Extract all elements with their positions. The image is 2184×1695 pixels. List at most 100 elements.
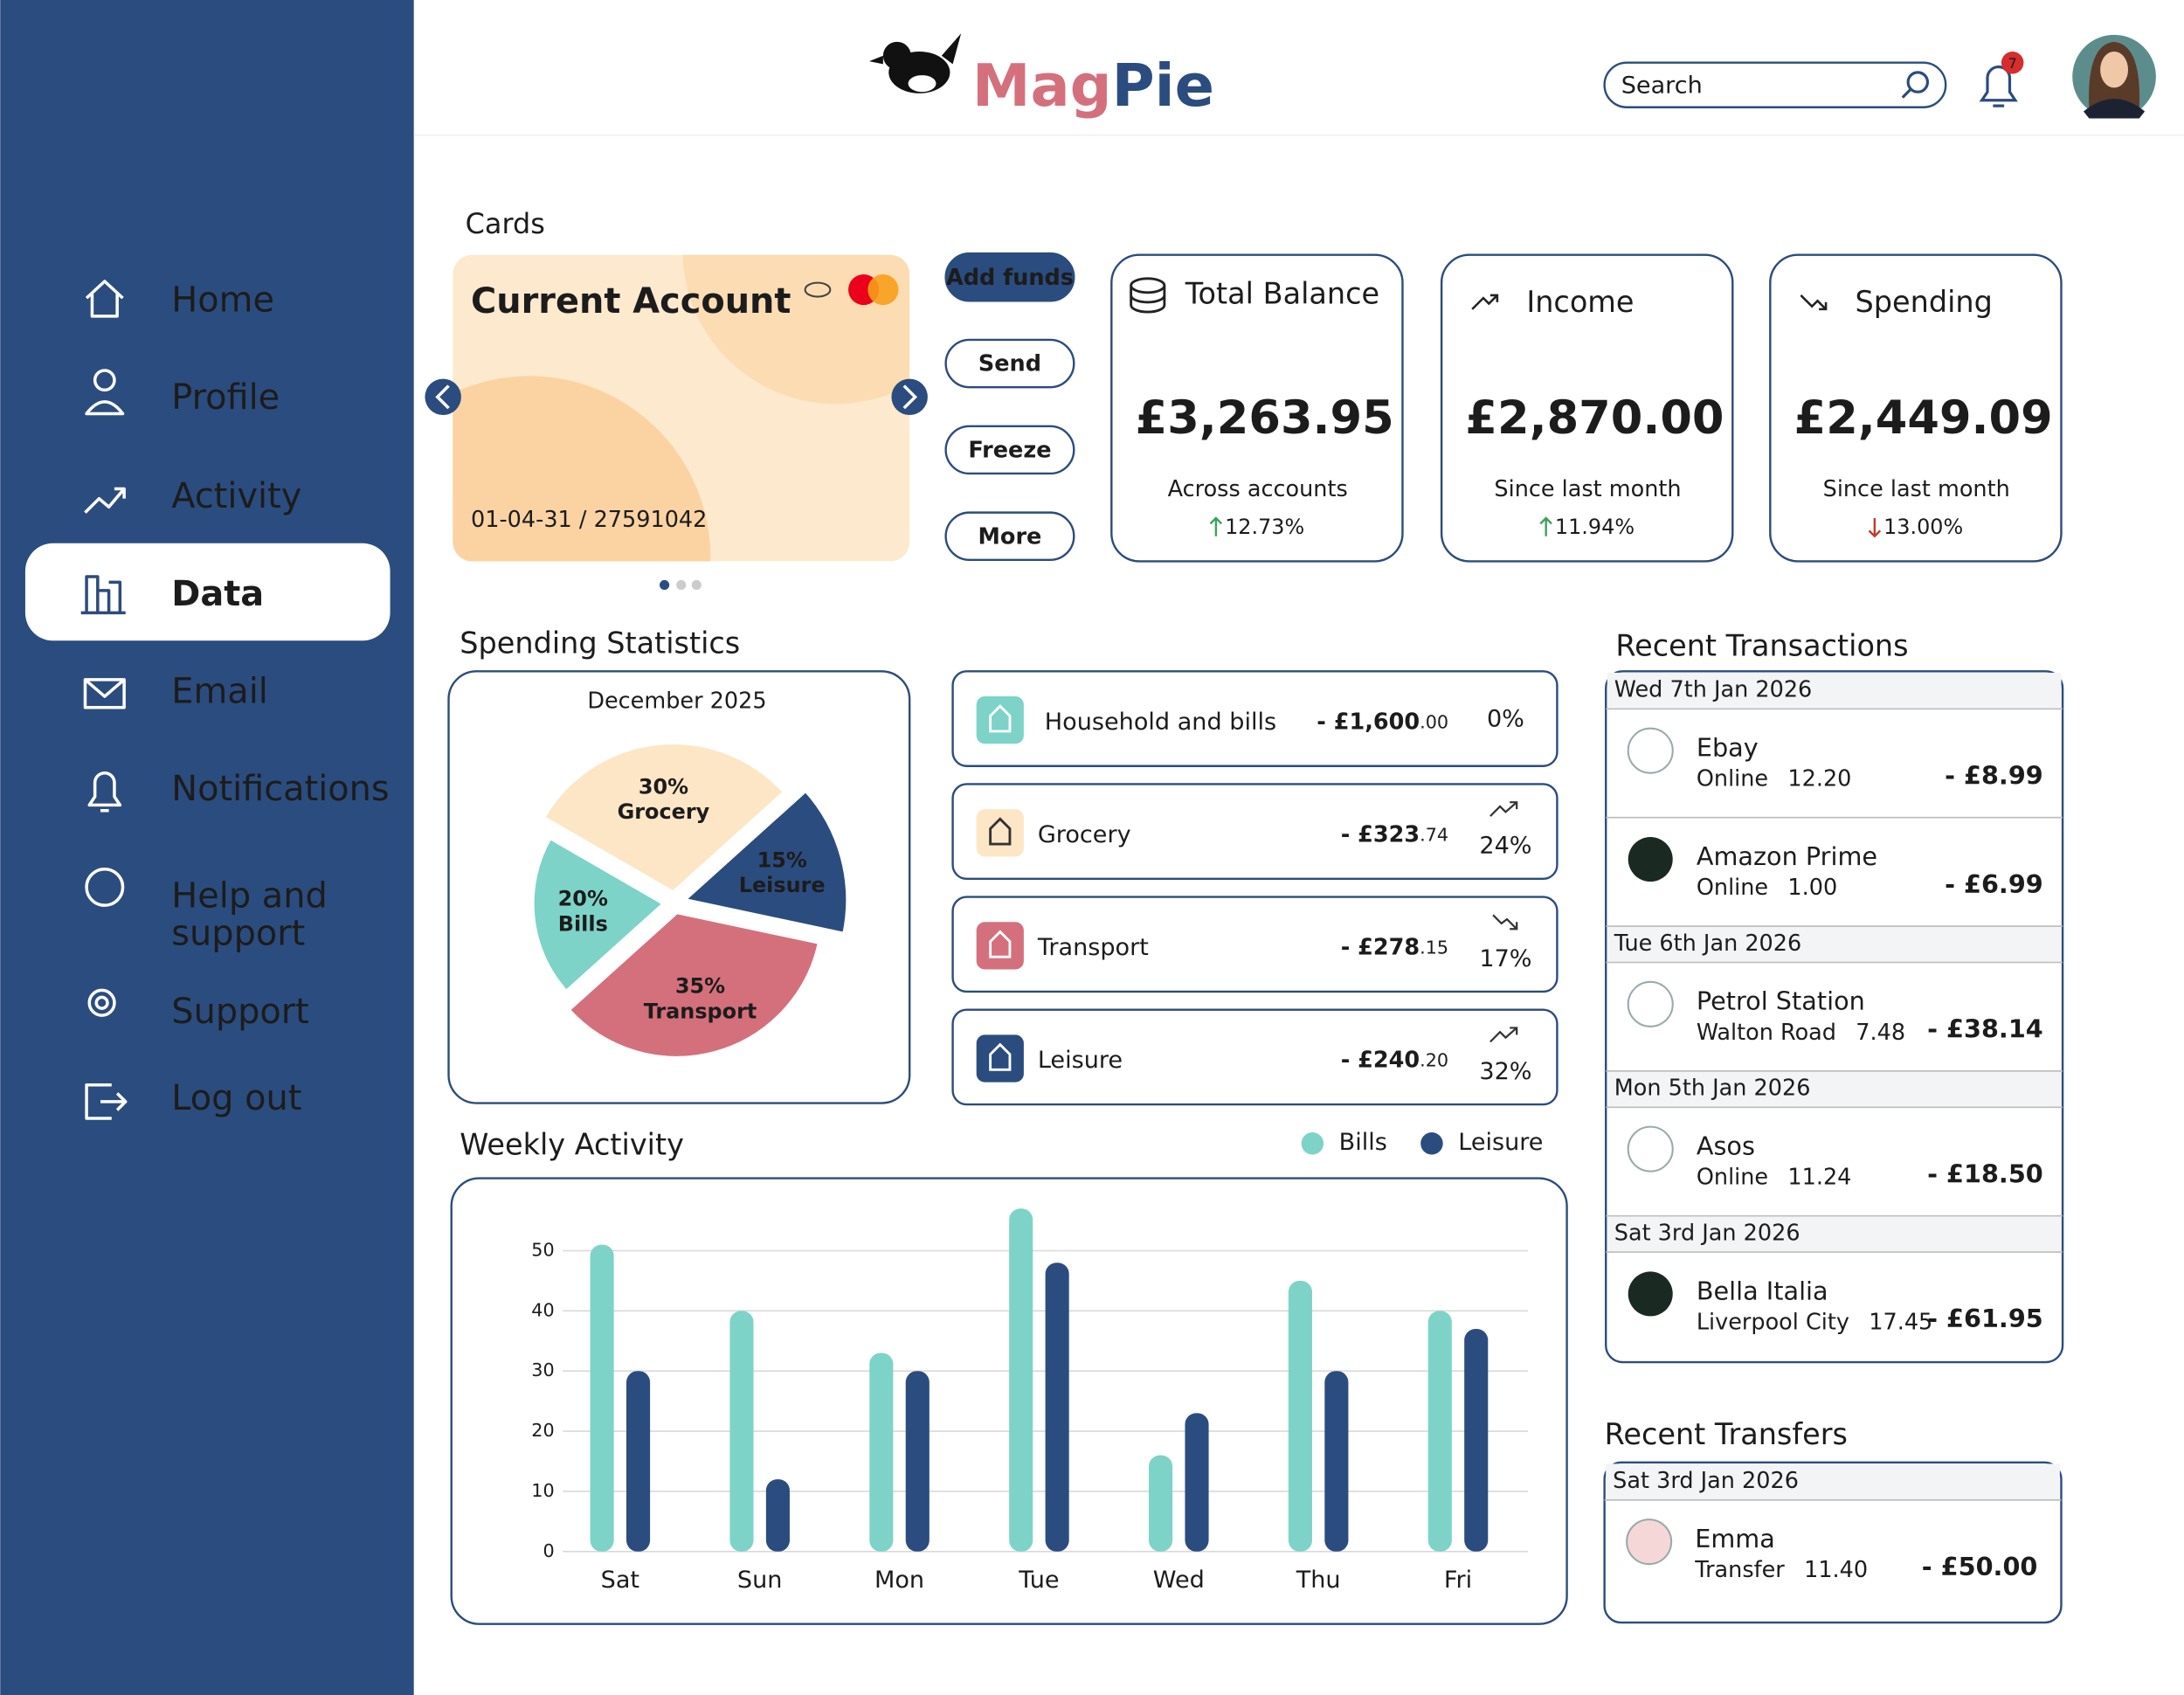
summary-change: 11.94% (1555, 515, 1635, 539)
feed-item[interactable]: Ebay Online 12.20 - £8.99 (1627, 727, 2043, 792)
x-tick-label: Fri (1444, 1567, 1472, 1594)
nav-icon (85, 1083, 128, 1120)
item-name: Bella Italia (1697, 1276, 1828, 1305)
summary-card (1110, 253, 1404, 563)
avatar-body (2083, 99, 2146, 119)
summary-title: Total Balance (1185, 276, 1379, 310)
item-detail: Walton Road 7.48 (1697, 1020, 1905, 1046)
nav-item[interactable]: Activity (84, 476, 301, 516)
category-share: 17% (1479, 945, 1531, 972)
balance-icon (1130, 277, 1166, 314)
item-time: 1.00 (1787, 875, 1837, 901)
carousel-dot (691, 579, 702, 591)
bar (869, 1353, 894, 1552)
category-row-bg[interactable] (951, 670, 1559, 767)
item-detail-text: Online (1697, 875, 1768, 901)
profile-avatar[interactable] (2072, 34, 2156, 119)
search-field[interactable] (1603, 61, 1947, 108)
action-button[interactable]: Add funds (944, 252, 1075, 302)
section-title: Recent Transfers (1605, 1417, 1848, 1451)
bar (1009, 1208, 1033, 1552)
card-number: 01-04-31 / 27591042 (471, 507, 707, 533)
logo: MagPie (972, 52, 1214, 120)
category-icon-glyph (989, 1042, 1012, 1071)
category-row-bg[interactable] (951, 1008, 1559, 1106)
y-tick-label: 20 (531, 1420, 554, 1441)
bar (1045, 1263, 1069, 1552)
feed-item[interactable]: Bella Italia Liverpool City 17.45- £61.95 (1628, 1271, 2043, 1335)
card-arrow-icon (435, 384, 450, 410)
category-row[interactable]: Transport - £278.15 17% (951, 896, 1559, 993)
feed-panel (1605, 670, 2064, 1364)
bar (1149, 1455, 1173, 1552)
action-button[interactable]: Freeze (944, 425, 1075, 475)
item-name: Amazon Prime (1697, 841, 1877, 871)
category-amount: - £240.20 (1341, 1048, 1448, 1074)
nav-label: Email (171, 671, 268, 711)
item-time: 7.48 (1856, 1020, 1905, 1046)
item-time: 11.40 (1804, 1557, 1868, 1583)
category-icon-glyph (989, 930, 1012, 958)
nav-active-bg[interactable] (24, 543, 390, 641)
summary-caption: Since last month (1494, 476, 1681, 502)
category-amount: - £323.74 (1341, 821, 1448, 848)
merchant-icon (1628, 837, 1673, 882)
button-label: Send (978, 351, 1041, 377)
action-button[interactable]: More (944, 511, 1075, 562)
category-row[interactable]: Household and bills - £1,600.00 0% (951, 670, 1559, 767)
category-row-bg[interactable] (951, 783, 1559, 881)
nav-item[interactable]: Home (85, 280, 274, 320)
card-arrow-bg[interactable] (891, 378, 928, 416)
nav-item[interactable]: Support (87, 988, 309, 1032)
bar (729, 1311, 754, 1552)
card-arrow[interactable] (891, 378, 928, 416)
category-row-bg[interactable] (951, 896, 1559, 993)
nav-item[interactable]: Profile (85, 369, 280, 418)
item-amount: - £61.95 (1927, 1304, 2043, 1333)
x-tick-label: Mon (874, 1567, 924, 1594)
category-icon (976, 1034, 1024, 1083)
y-tick-label: 10 (531, 1480, 554, 1501)
merchant-icon (1627, 727, 1674, 774)
button-bg[interactable] (944, 425, 1075, 475)
bar (905, 1371, 930, 1552)
date-header: Tue 6th Jan 2026 (1614, 931, 1801, 957)
nav-item[interactable]: Email (83, 671, 268, 711)
feed-item[interactable]: Emma Transfer 11.40 - £50.00 (1626, 1519, 2037, 1583)
category-row[interactable]: Leisure - £240.20 32% (951, 1008, 1559, 1106)
bar (765, 1479, 790, 1552)
trend-icon (1800, 294, 1828, 311)
card-arrow[interactable] (425, 378, 461, 416)
category-share: 32% (1479, 1058, 1531, 1085)
date-header: Wed 7th Jan 2026 (1614, 677, 1812, 703)
button-bg[interactable] (944, 338, 1075, 389)
nav-item[interactable]: Data (24, 543, 390, 641)
feed-item[interactable]: Asos Online 11.24 - £18.50 (1627, 1125, 2043, 1191)
button-bg[interactable] (944, 252, 1075, 302)
item-time: 12.20 (1787, 766, 1851, 792)
pie-value-label: 15% (757, 848, 807, 873)
category-icon (976, 922, 1024, 970)
card-arrow-bg[interactable] (425, 378, 461, 416)
nav-label: Log out (171, 1078, 301, 1118)
item-name: Petrol Station (1697, 986, 1865, 1016)
notifications-button[interactable]: 7 (1979, 51, 2024, 107)
nav-icon (85, 369, 125, 416)
feed-item[interactable]: Amazon Prime Online 1.00 - £6.99 (1606, 816, 2063, 901)
nav-icon (87, 771, 122, 813)
item-detail: Transfer 11.40 (1694, 1557, 1868, 1583)
action-button[interactable]: Send (944, 338, 1075, 389)
feed-item[interactable]: Petrol Station Walton Road 7.48 - £38.14 (1627, 980, 2043, 1046)
pie-value-label: 35% (675, 974, 725, 999)
item-detail-text: Walton Road (1697, 1020, 1836, 1046)
nav-item[interactable]: Notifications (87, 769, 390, 813)
button-bg[interactable] (944, 511, 1075, 562)
account-card[interactable] (349, 98, 989, 738)
nav-item[interactable]: Log out (85, 1078, 301, 1120)
summary-title: Spending (1856, 285, 1993, 319)
search-box[interactable]: Search (1603, 61, 1947, 108)
summary-change: 12.73% (1225, 515, 1304, 539)
category-row[interactable]: Grocery - £323.74 24% (951, 783, 1559, 881)
